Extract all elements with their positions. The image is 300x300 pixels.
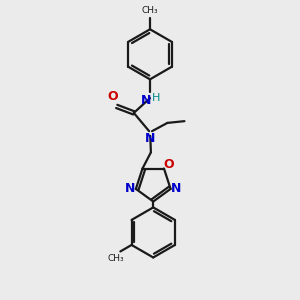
Text: N: N <box>141 94 152 107</box>
Text: CH₃: CH₃ <box>142 6 158 15</box>
Text: CH₃: CH₃ <box>108 254 124 263</box>
Text: O: O <box>107 90 118 103</box>
Text: O: O <box>164 158 174 172</box>
Text: N: N <box>125 182 135 195</box>
Text: N: N <box>145 132 155 145</box>
Text: N: N <box>171 182 182 195</box>
Text: H: H <box>152 93 161 103</box>
